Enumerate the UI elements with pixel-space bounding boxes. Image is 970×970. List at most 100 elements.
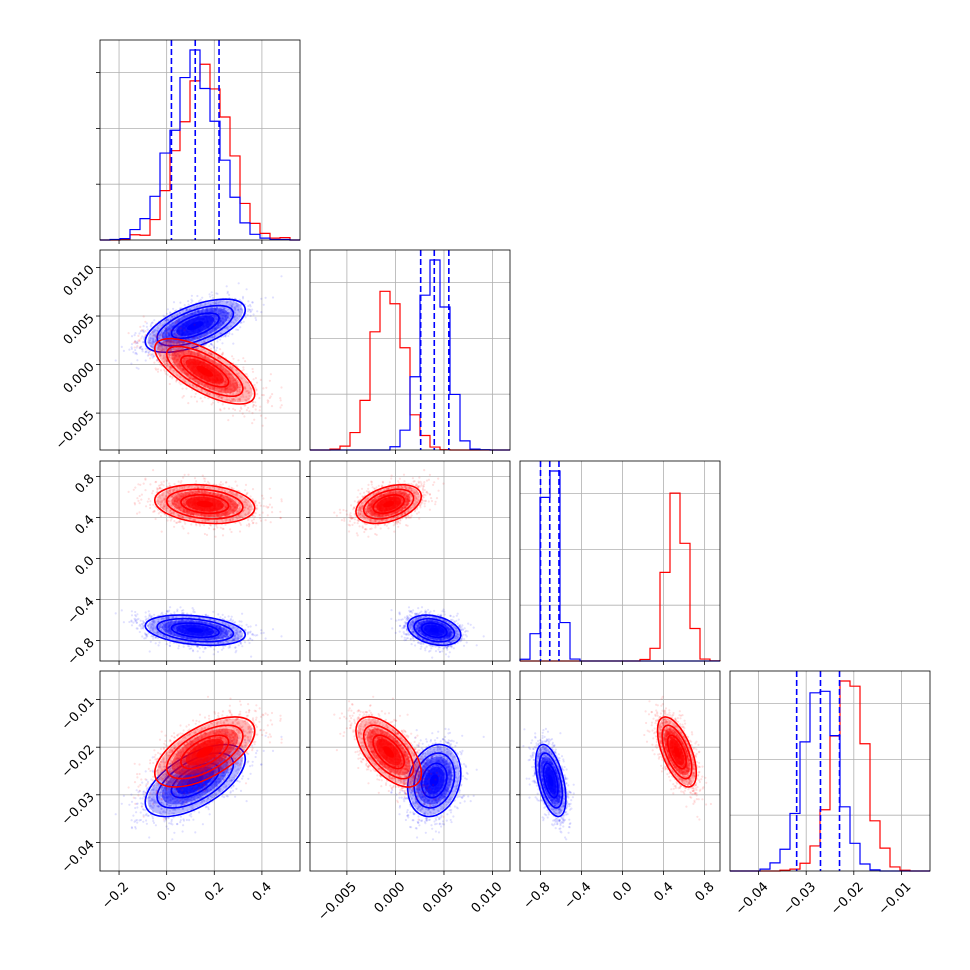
- panel-frame: [309, 460, 511, 662]
- density-fill: [429, 627, 439, 633]
- y-tick-label: −0.02: [59, 742, 98, 781]
- contour: [406, 743, 462, 818]
- panel-3-1: [310, 671, 510, 871]
- density-fill: [383, 500, 395, 508]
- x-tick-label: 0.005: [420, 879, 457, 916]
- contour: [538, 752, 564, 809]
- contour: [372, 734, 405, 770]
- contour: [156, 617, 235, 643]
- contour: [661, 724, 693, 780]
- x-tick-label: −0.01: [876, 879, 915, 918]
- density-fill: [196, 746, 214, 758]
- contour: [413, 617, 456, 643]
- contour: [180, 734, 230, 770]
- x-tick-label: −0.04: [733, 879, 772, 918]
- contour: [165, 345, 244, 398]
- contour: [542, 762, 559, 799]
- y-tick-label: 0.010: [61, 263, 98, 300]
- contour: [153, 716, 256, 788]
- scatter-panel: [114, 695, 283, 841]
- density-fill: [186, 774, 204, 787]
- panel-frame: [309, 670, 511, 872]
- contour: [413, 752, 456, 809]
- y-tick-label: 0.4: [72, 512, 97, 537]
- density-fill: [429, 774, 439, 787]
- x-tick-label: 0.010: [469, 879, 506, 916]
- y-tick-label: −0.01: [59, 695, 98, 734]
- contour: [355, 483, 423, 525]
- contour: [153, 483, 256, 525]
- x-tick-label: −0.02: [828, 879, 867, 918]
- density-fill: [673, 746, 681, 758]
- panel-frame: [99, 670, 301, 872]
- contour: [170, 622, 220, 639]
- x-tick-label: 0.4: [250, 879, 275, 904]
- contour: [165, 488, 244, 520]
- contour: [656, 716, 698, 788]
- panel-frame: [99, 39, 301, 241]
- contour: [144, 614, 247, 647]
- histogram-red: [100, 63, 300, 241]
- contour: [420, 622, 448, 639]
- contour: [666, 734, 687, 770]
- contour: [156, 752, 235, 809]
- x-tick-label: −0.03: [780, 879, 819, 918]
- panel-2-2: [540, 461, 706, 661]
- histogram-blue: [100, 49, 300, 241]
- x-tick-label: −0.8: [521, 879, 554, 912]
- y-tick-label: −0.8: [65, 636, 98, 669]
- x-tick-label: 0.0: [154, 879, 179, 904]
- density-fill: [186, 321, 204, 331]
- panel-frame: [729, 670, 931, 872]
- panel-3-0: [100, 671, 300, 871]
- y-tick-label: 0.005: [61, 311, 98, 348]
- y-tick-label: −0.03: [59, 790, 98, 829]
- scatter-panel: [114, 275, 283, 427]
- contour: [153, 337, 256, 405]
- contour: [170, 312, 220, 340]
- y-tick-label: 0.8: [72, 471, 97, 496]
- panel-frame: [309, 249, 511, 451]
- panel-3-2: [520, 671, 720, 871]
- y-tick-label: 0.000: [61, 360, 98, 397]
- panel-frame: [519, 670, 721, 872]
- contour: [156, 304, 235, 347]
- contour: [180, 355, 230, 388]
- contour: [406, 614, 462, 647]
- x-tick-label: −0.005: [315, 879, 360, 924]
- contour: [534, 743, 567, 818]
- density-fill: [186, 627, 204, 633]
- contour: [144, 298, 247, 354]
- contour: [355, 716, 423, 788]
- panel-3-3: [758, 671, 902, 871]
- y-tick-label: 0.0: [72, 553, 97, 578]
- x-tick-label: −0.2: [99, 879, 132, 912]
- density-fill: [196, 500, 214, 508]
- contour: [180, 494, 230, 515]
- panel-1-1: [346, 250, 493, 450]
- contour: [420, 762, 448, 799]
- x-tick-label: 0.0: [610, 879, 635, 904]
- x-tick-label: 0.4: [651, 879, 676, 904]
- panel-0-0: [118, 40, 263, 240]
- histogram-blue: [730, 690, 930, 872]
- x-tick-label: 0.8: [692, 879, 717, 904]
- scatter-panel: [333, 695, 485, 841]
- y-tick-label: −0.04: [59, 837, 98, 876]
- scatter-panel: [114, 469, 283, 659]
- density-fill: [383, 746, 395, 758]
- x-tick-label: −0.4: [562, 879, 595, 912]
- contour: [372, 494, 405, 515]
- contour: [362, 488, 415, 520]
- contour: [165, 724, 244, 780]
- x-tick-label: 0.2: [202, 879, 227, 904]
- panel-frame: [519, 460, 721, 662]
- scatter-panel: [522, 695, 713, 841]
- y-tick-label: −0.005: [53, 408, 98, 453]
- panel-frame: [99, 249, 301, 451]
- x-tick-label: 0.000: [372, 879, 409, 916]
- contour: [362, 724, 415, 780]
- density-fill: [196, 365, 214, 377]
- scatter-panel: [333, 469, 485, 659]
